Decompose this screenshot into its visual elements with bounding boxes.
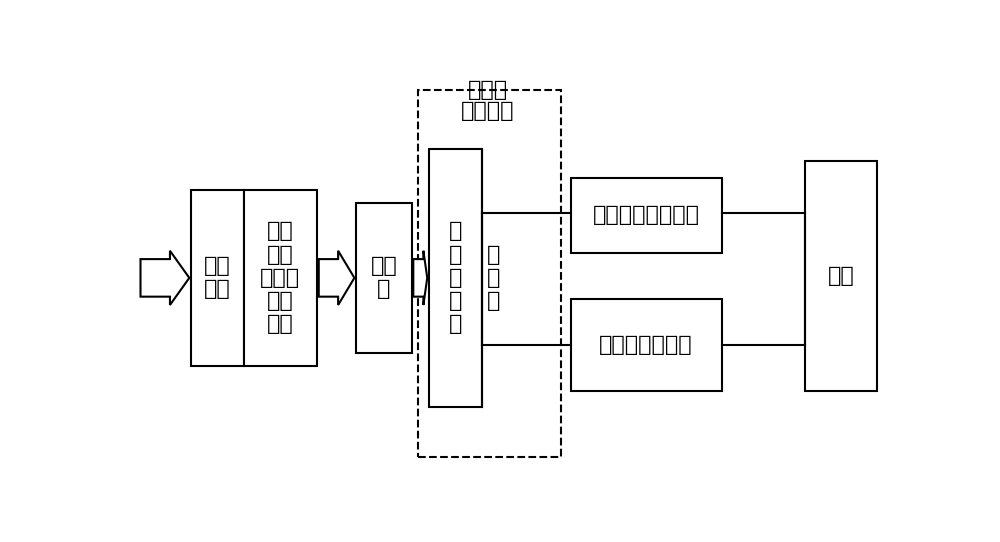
Bar <box>356 203 412 353</box>
Text: 分
光
器: 分 光 器 <box>487 244 501 311</box>
Bar <box>805 161 877 391</box>
Text: 人体
组织: 人体 组织 <box>204 256 231 300</box>
Text: 白光: 白光 <box>142 268 169 288</box>
Text: 光
学
适
配
器: 光 学 适 配 器 <box>448 222 462 334</box>
Polygon shape <box>413 251 427 305</box>
Text: 偏振光图像传感器: 偏振光图像传感器 <box>593 205 700 225</box>
Polygon shape <box>140 251 189 305</box>
Text: 主机: 主机 <box>828 266 854 286</box>
Bar <box>571 299 722 391</box>
Text: 白光图像传感器: 白光图像传感器 <box>599 334 693 354</box>
Bar <box>191 190 244 365</box>
Text: 摄像头: 摄像头 <box>468 80 508 100</box>
Text: 人体
血水
浑浊水
雾气
环境: 人体 血水 浑浊水 雾气 环境 <box>260 222 300 334</box>
Bar <box>571 178 722 253</box>
Polygon shape <box>319 251 354 305</box>
Text: 内窥
镜: 内窥 镜 <box>370 256 397 300</box>
Text: 光学系统: 光学系统 <box>461 101 514 121</box>
Bar <box>418 90 561 457</box>
Bar <box>244 190 317 365</box>
Bar <box>429 149 482 407</box>
